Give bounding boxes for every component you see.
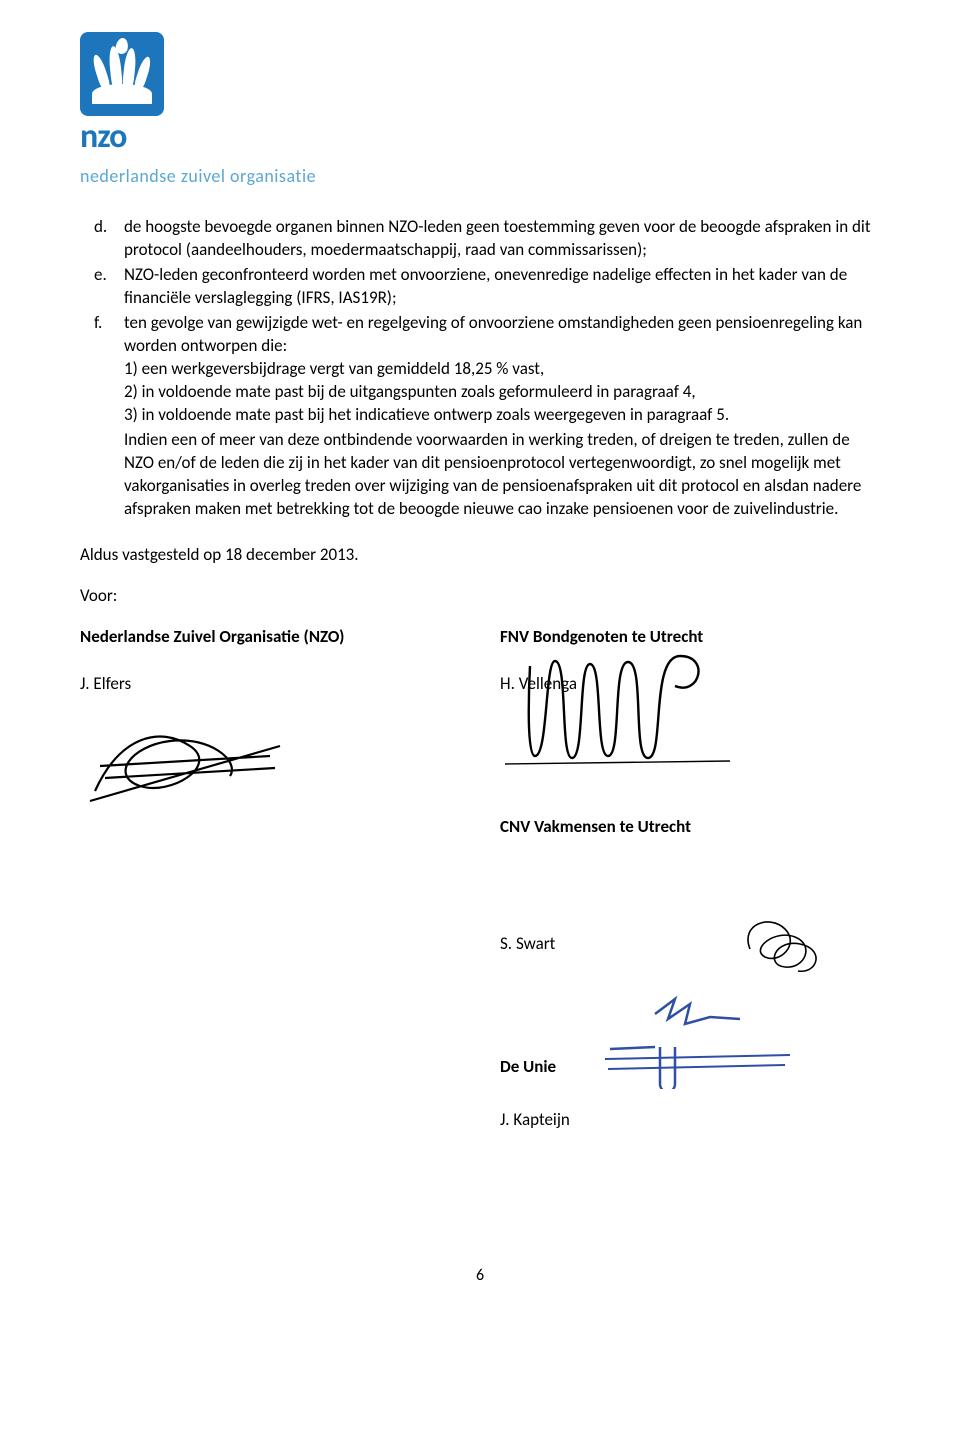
org-cnv: CNV Vakmensen te Utrecht [500,816,840,839]
list-f-intro: ten gevolge van gewijzigde wet- en regel… [124,312,880,358]
nzo-logo-icon [80,32,164,116]
brand-abbr: nzo [80,120,880,154]
list-letter: e. [80,264,124,310]
list-letter: f. [80,312,124,427]
org-nzo: Nederlandse Zuivel Organisatie (NZO) [80,626,460,649]
list-body: NZO-leden geconfronteerd worden met onvo… [124,264,880,310]
page-number: 6 [80,1265,880,1287]
sublist-2: 2) in voldoende mate past bij de uitgang… [124,381,880,404]
list-item-e: e. NZO-leden geconfronteerd worden met o… [80,264,880,310]
sublist-1: 1) een werkgeversbijdrage vergt van gemi… [124,358,880,381]
signature-section: Nederlandse Zuivel Organisatie (NZO) J. … [80,626,880,1266]
list-item-f: f. ten gevolge van gewijzigde wet- en re… [80,312,880,427]
closing-paragraph-row: Indien een of meer van deze ontbindende … [80,429,880,521]
signature-elfers [80,706,310,816]
name-swart: S. Swart [500,933,730,956]
list-letter: d. [80,216,124,262]
sublist-3: 3) in voldoende mate past bij het indica… [124,404,880,427]
closing-paragraph: Indien een of meer van deze ontbindende … [124,429,880,521]
aldus-line: Aldus vastgesteld op 18 december 2013. [80,544,880,567]
signature-right-column: FNV Bondgenoten te Utrecht H. Vellenga C… [500,626,840,1142]
list-body: ten gevolge van gewijzigde wet- en regel… [124,312,880,427]
signature-kapteijn [600,989,800,1089]
org-fnv: FNV Bondgenoten te Utrecht [500,626,840,649]
voor-line: Voor: [80,585,880,608]
name-kapteijn: J. Kapteijn [500,1109,840,1132]
signature-swart [730,909,840,989]
org-unie: De Unie [500,1056,600,1079]
name-elfers: J. Elfers [80,673,460,696]
list-item-d: d. de hoogste bevoegde organen binnen NZ… [80,216,880,262]
signature-vellenga [500,646,760,776]
list-body: de hoogste bevoegde organen binnen NZO-l… [124,216,880,262]
signature-left-column: Nederlandse Zuivel Organisatie (NZO) J. … [80,626,460,816]
brand-tagline: nederlandse zuivel organisatie [80,164,880,188]
brand-header: nzo nederlandse zuivel organisatie [80,32,880,188]
